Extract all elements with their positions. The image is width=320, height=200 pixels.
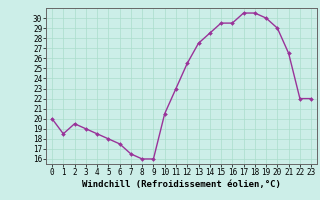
X-axis label: Windchill (Refroidissement éolien,°C): Windchill (Refroidissement éolien,°C) — [82, 180, 281, 189]
